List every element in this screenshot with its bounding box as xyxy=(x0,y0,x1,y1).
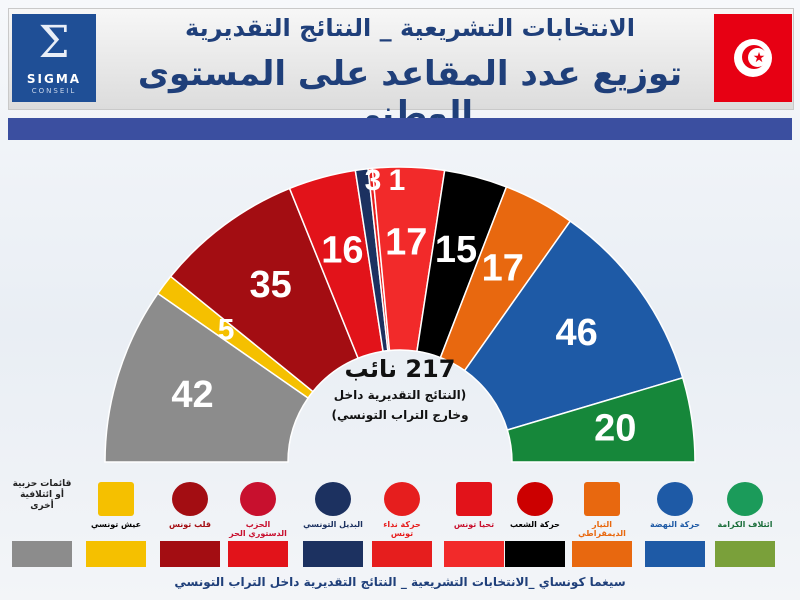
seat-chart: 425 35 16 17 15 17 46 20 3 1 xyxy=(104,164,696,463)
legend-item-10: ائتلاف الكرامة xyxy=(715,478,775,568)
legend-item-2: قلب تونس xyxy=(160,478,220,568)
bicycle-icon: التيار الديمقراطي xyxy=(572,478,632,538)
seat-value-label-0: 42 xyxy=(171,374,213,416)
lion-head-icon: قلب تونس xyxy=(160,478,220,536)
seat-segment-0 xyxy=(104,292,310,463)
logo-name: SIGMA xyxy=(26,72,82,86)
header-panel xyxy=(8,8,794,110)
linked-rings-icon: ائتلاف الكرامة xyxy=(715,478,775,536)
dove-circle-icon: حركة النهضة xyxy=(645,478,705,536)
legend-text: قائمات حزبية أو ائتلافية أخرى xyxy=(12,479,72,511)
seat-value-label-3: 16 xyxy=(321,229,363,271)
legend-swatch-7 xyxy=(505,541,565,567)
legend-item-0: قائمات حزبية أو ائتلافية أخرى xyxy=(12,478,72,568)
note-line-1: (النتائج التقديرية داخل xyxy=(333,388,467,402)
star-icon: ★ xyxy=(752,50,766,66)
legend-item-6: تحيا تونس xyxy=(444,478,504,568)
red-swoosh-icon: حركة الشعب xyxy=(505,478,565,536)
legend-swatch-0 xyxy=(12,541,72,567)
legend-swatch-8 xyxy=(572,541,632,567)
party-legend: قائمات حزبية أو ائتلافية أخرى عيش تونسي قلب … xyxy=(0,478,800,568)
seat-value-label-10: 20 xyxy=(594,408,636,450)
small-seat-label-1: 1 xyxy=(389,164,406,197)
legend-item-8: التيار الديمقراطي xyxy=(572,478,632,568)
seat-segment-10 xyxy=(506,376,696,463)
header-bar xyxy=(8,118,792,140)
seat-value-label-8: 17 xyxy=(482,247,524,289)
legend-item-3: الحزب الدستوري الحر xyxy=(228,478,288,568)
sigma-logo: Σ SIGMA CONSEIL xyxy=(12,14,96,102)
legend-item-7: حركة الشعب xyxy=(505,478,565,568)
stopwatch-icon: البديل التونسي xyxy=(303,478,363,536)
seat-value-label-9: 46 xyxy=(556,312,598,354)
legend-item-5: حركة نداء تونس xyxy=(372,478,432,568)
victory-hand-icon: تحيا تونس xyxy=(444,478,504,536)
legend-swatch-4 xyxy=(303,541,363,567)
seat-segment-9 xyxy=(463,220,684,431)
legend-swatch-9 xyxy=(645,541,705,567)
legend-swatch-5 xyxy=(372,541,432,567)
legend-swatch-3 xyxy=(228,541,288,567)
footer-source: سيغما كونساي _الانتخابات التشريعية _ الن… xyxy=(174,575,626,589)
small-seat-label-0: 3 xyxy=(365,164,382,197)
tunisia-flag-icon: ★ xyxy=(714,14,792,102)
palm-tree-icon: حركة نداء تونس xyxy=(372,478,432,538)
legend-item-9: حركة النهضة xyxy=(645,478,705,568)
torch-figure-icon: الحزب الدستوري الحر xyxy=(228,478,288,538)
legend-swatch-10 xyxy=(715,541,775,567)
seat-value-label-1: 5 xyxy=(218,313,235,346)
center-info: 217 نائب (النتائج التقديرية داخل وخارج ا… xyxy=(300,355,500,423)
yellow-badge-icon: عيش تونسي xyxy=(86,478,146,536)
seat-value-label-2: 35 xyxy=(249,264,291,306)
seat-value-label-6: 17 xyxy=(385,222,427,264)
logo-sub: CONSEIL xyxy=(31,87,77,95)
sigma-icon: Σ xyxy=(38,17,70,68)
legend-swatch-2 xyxy=(160,541,220,567)
legend-item-4: البديل التونسي xyxy=(303,478,363,568)
note-line-2: وخارج التراب التونسي) xyxy=(331,408,469,422)
legend-item-1: عيش تونسي xyxy=(86,478,146,568)
legend-swatch-6 xyxy=(444,541,504,567)
page-title: الانتخابات التشريعية _ النتائج التقديرية xyxy=(185,14,635,42)
seat-value-label-7: 15 xyxy=(435,229,477,271)
total-seats: 217 نائب xyxy=(344,355,456,383)
legend-swatch-1 xyxy=(86,541,146,567)
